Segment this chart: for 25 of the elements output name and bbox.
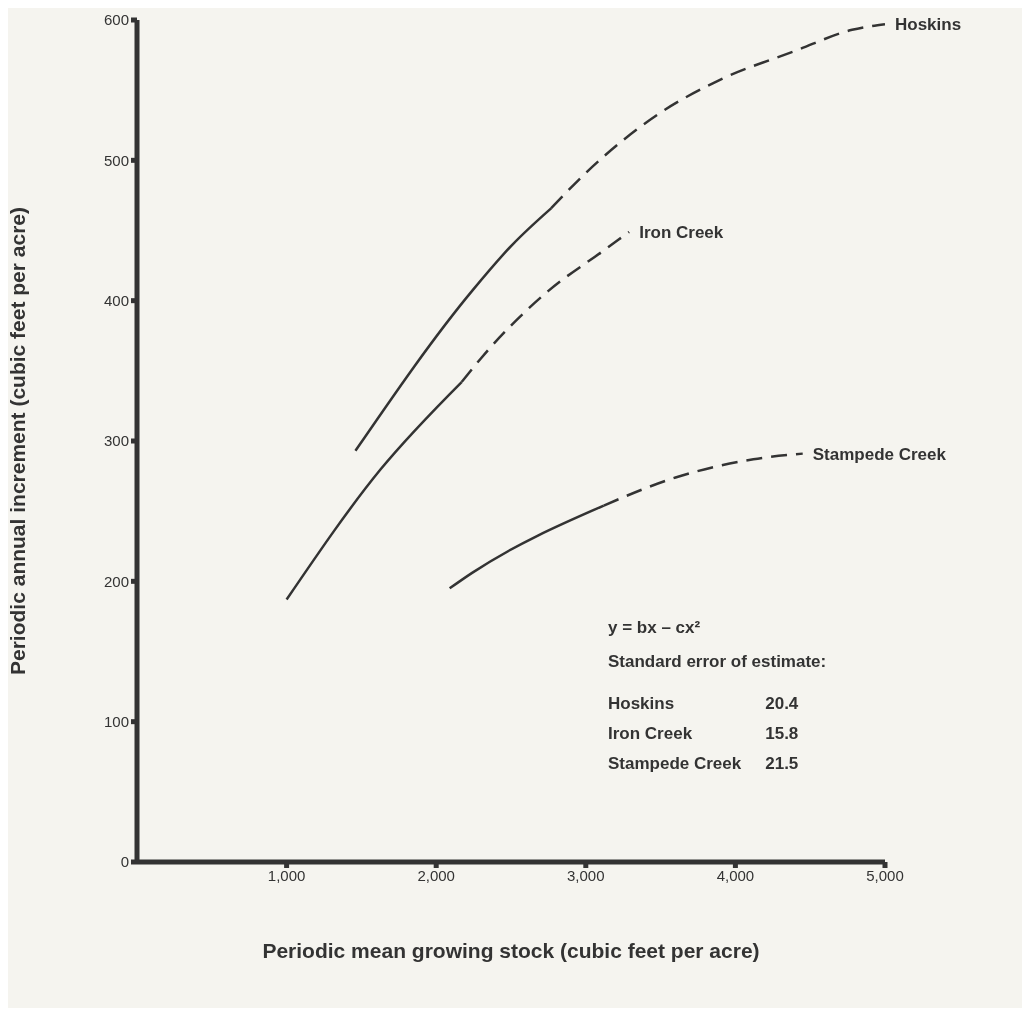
y-tick-label: 200 <box>103 572 129 590</box>
annotation: Stampede Creek <box>608 754 743 775</box>
y-axis-title: Periodic annual increment (cubic feet per acre) <box>6 207 30 675</box>
y-tick-label: 100 <box>103 712 129 730</box>
annotation: Standard error of estimate: <box>608 652 827 672</box>
y-tick-label: 600 <box>103 11 129 29</box>
y-tick-label: 300 <box>103 432 129 450</box>
x-tick-label: 3,000 <box>567 866 605 884</box>
annotation: Hoskins <box>608 694 676 715</box>
annotation: 21.5 <box>765 754 799 775</box>
x-tick-label: 2,000 <box>417 866 455 884</box>
annotation: Iron Creek <box>608 724 694 745</box>
x-tick-label: 1,000 <box>267 866 306 884</box>
annotation: 20.4 <box>765 694 799 715</box>
x-axis-title: Periodic mean growing stock (cubic feet per acre) <box>262 939 760 962</box>
series-label: Stampede Creek <box>812 444 947 464</box>
series-label: Hoskins <box>895 15 962 35</box>
annotation: 15.8 <box>765 724 799 745</box>
y-tick-label: 400 <box>103 291 129 309</box>
x-tick-label: 5,000 <box>866 866 904 884</box>
y-tick-label: 0 <box>120 853 129 871</box>
annotation: y = bx – cx² <box>608 618 702 638</box>
y-tick-label: 500 <box>103 151 129 169</box>
series-label: Iron Creek <box>639 222 724 242</box>
x-tick-label: 4,000 <box>716 866 755 884</box>
